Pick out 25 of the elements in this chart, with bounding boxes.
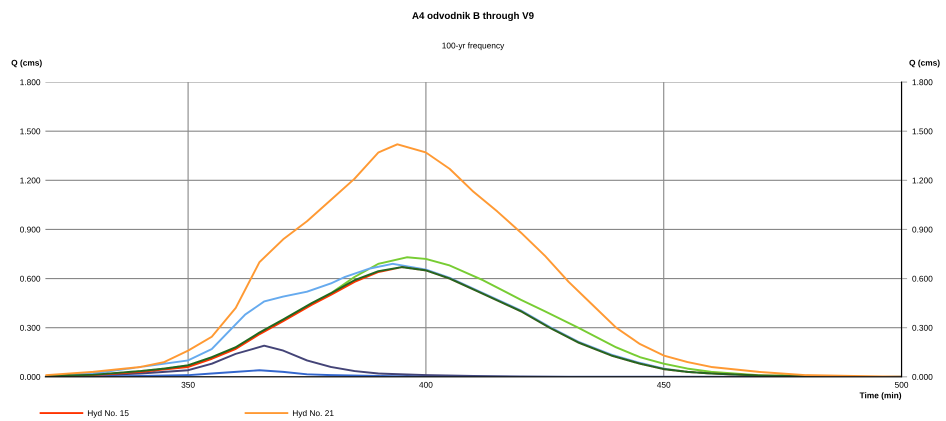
legend-label: Hyd No. 15 — [88, 410, 129, 418]
chart-subtitle: 100-yr frequency — [442, 42, 504, 50]
y-tick-label: 1.500 — [20, 128, 40, 134]
legend-label: Hyd No. 21 — [292, 410, 334, 418]
y2-tick-label: 1.200 — [912, 178, 932, 184]
y2-tick-label: 0.900 — [912, 226, 932, 233]
y-tick-label: 0.300 — [20, 324, 40, 331]
x-tick-label: 350 — [181, 382, 195, 388]
x-tick-label: 450 — [656, 382, 670, 388]
y-axis-title: Q (cms) — [12, 60, 42, 68]
y-tick-label: 0.600 — [20, 276, 40, 282]
chart-title: A4 odvodnik B through V9 — [412, 12, 534, 22]
y-tick-label: 0.000 — [20, 374, 40, 380]
y2-axis-title: Q (cms) — [909, 60, 940, 68]
y-tick-label: 1.200 — [20, 178, 40, 184]
y2-tick-label: 0.300 — [912, 324, 932, 331]
y2-tick-label: 1.800 — [912, 79, 932, 86]
y-tick-label: 1.800 — [20, 79, 40, 86]
x-tick-label: 500 — [894, 382, 908, 388]
y2-tick-label: 0.600 — [912, 276, 932, 282]
x-tick-label: 400 — [419, 382, 433, 388]
y2-tick-label: 0.000 — [912, 374, 932, 380]
x-axis-title: Time (min) — [860, 392, 902, 400]
y2-tick-label: 1.500 — [912, 128, 932, 134]
y-tick-label: 0.900 — [20, 226, 40, 233]
